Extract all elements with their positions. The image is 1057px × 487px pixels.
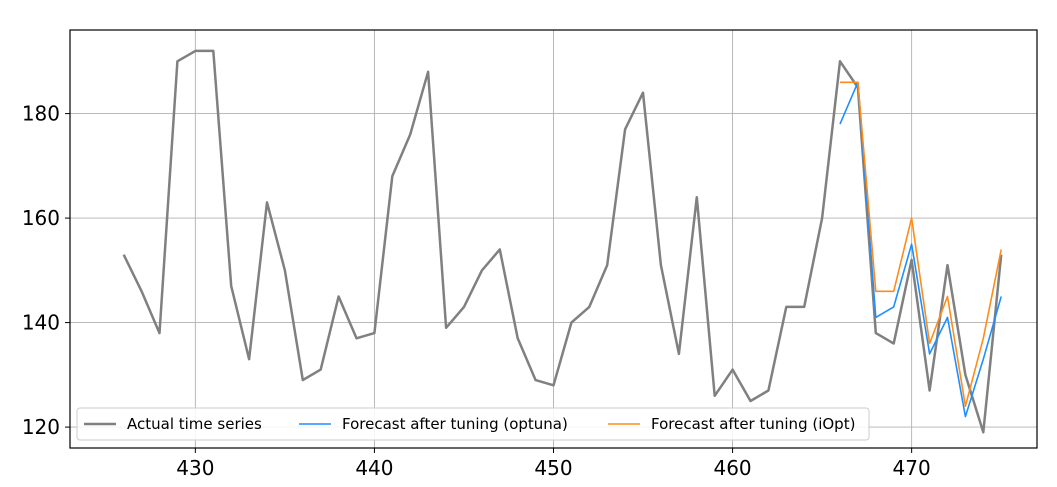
iopt-forecast-line: [840, 81, 1002, 408]
y-tick-label: 140: [22, 311, 60, 335]
legend-label: Forecast after tuning (optuna): [342, 415, 568, 433]
series-layer: [122, 49, 1003, 434]
legend-label: Forecast after tuning (iOpt): [651, 415, 855, 433]
y-axis: 120 140 160 180: [22, 102, 70, 439]
actual-series-line: [122, 49, 1003, 434]
x-axis: 430 440 450 460 470: [176, 448, 931, 480]
legend-entry-actual: Actual time series: [84, 415, 262, 433]
y-tick-label: 180: [22, 102, 60, 126]
legend-box: [76, 407, 870, 441]
x-tick-label: 440: [355, 456, 393, 480]
legend-entry-iopt: Forecast after tuning (iOpt): [608, 415, 855, 433]
y-tick-label: 120: [22, 415, 60, 439]
legend-entry-optuna: Forecast after tuning (optuna): [299, 415, 568, 433]
legend-label: Actual time series: [127, 415, 262, 433]
x-tick-label: 470: [893, 456, 931, 480]
optuna-forecast-line: [839, 81, 1002, 418]
x-tick-label: 430: [176, 456, 214, 480]
x-tick-label: 460: [713, 456, 751, 480]
y-tick-label: 160: [22, 206, 60, 230]
x-tick-label: 450: [534, 456, 572, 480]
legend: Actual time series Forecast after tuning …: [76, 407, 870, 441]
